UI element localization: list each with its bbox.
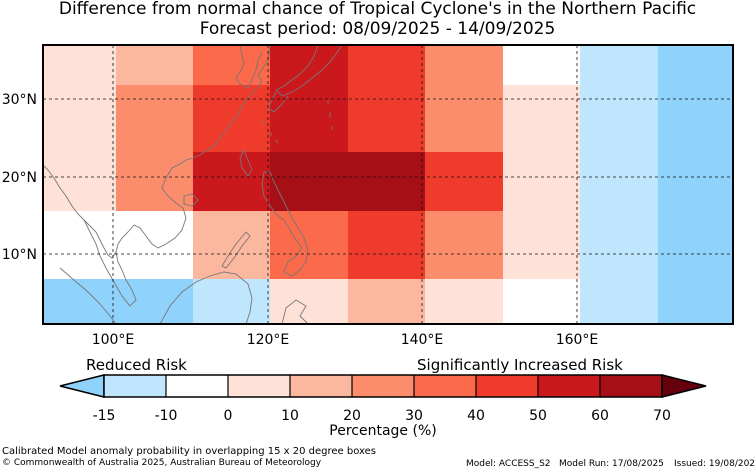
risk-box <box>193 279 270 324</box>
map-frame <box>42 44 734 325</box>
mariana-islands <box>327 100 333 130</box>
colorbar-extend-low <box>59 374 105 398</box>
colorbar-xlabel: Percentage (%) <box>329 423 436 439</box>
risk-box <box>43 279 193 324</box>
colorbar-segment <box>600 375 662 397</box>
malay-peninsula-coast <box>83 219 137 307</box>
risk-box <box>270 152 425 211</box>
risk-box <box>348 279 425 324</box>
colorbar-tick-label: -10 <box>155 408 178 424</box>
risk-box <box>425 85 503 152</box>
footer-model-run: Model Run: 17/08/2025 <box>559 459 664 469</box>
colorbar-extend-high <box>661 374 707 398</box>
gridlines <box>43 45 733 324</box>
asia-mainland-coast <box>43 45 271 259</box>
colorbar-segment <box>352 375 414 397</box>
lat-tick-label: 10°N <box>2 247 37 263</box>
colorbar-tick-label: 40 <box>467 408 485 424</box>
increased-risk-label: Significantly Increased Risk <box>417 356 623 374</box>
lon-tick-label: 120°E <box>247 332 290 348</box>
footer-note: Calibrated Model anomaly probability in … <box>2 446 377 457</box>
hainan-coast <box>183 193 199 207</box>
sumatra-coast <box>59 267 117 324</box>
colorbar-tick-label: 0 <box>224 408 233 424</box>
risk-box <box>503 45 580 85</box>
colorbar-segment <box>414 375 476 397</box>
risk-box <box>348 45 425 85</box>
risk-box <box>270 211 348 279</box>
colorbar-tick-label: 20 <box>343 408 361 424</box>
risk-box <box>193 152 270 211</box>
risk-box <box>270 85 348 152</box>
colorbar-tick-label: 10 <box>281 408 299 424</box>
risk-box <box>658 45 733 324</box>
risk-box <box>503 85 580 279</box>
footer-model: Model: ACCESS_S2 <box>466 459 551 469</box>
risk-grid <box>43 45 733 324</box>
colorbar-outline <box>103 374 663 398</box>
risk-box <box>425 211 503 279</box>
risk-box <box>43 45 116 211</box>
colorbar-segment <box>104 375 166 397</box>
risk-box <box>193 85 270 152</box>
taiwan-coast <box>239 148 253 177</box>
colorbar-tick-label: 60 <box>591 408 609 424</box>
footer-copyright: © Commonwealth of Australia 2025, Austra… <box>2 458 322 468</box>
lon-tick-label: 140°E <box>401 332 444 348</box>
colorbar-tick-label: 50 <box>529 408 547 424</box>
japan-coast <box>275 45 343 97</box>
risk-box <box>425 152 503 211</box>
ryukyu-islands <box>261 119 279 144</box>
sulawesi-coast <box>281 299 309 324</box>
colorbar-dividers <box>165 375 601 397</box>
colorbar-segment <box>166 375 228 397</box>
risk-box <box>193 45 270 85</box>
lat-tick-label: 20°N <box>2 170 37 186</box>
colorbar-tick-label: 70 <box>653 408 671 424</box>
borneo-coast <box>159 271 253 324</box>
philippines-coast <box>261 171 309 277</box>
colorbar-tick-label: 30 <box>405 408 423 424</box>
risk-box <box>270 279 348 324</box>
colorbar-segment <box>538 375 600 397</box>
palawan-coast <box>221 231 251 269</box>
lon-tick-label: 160°E <box>556 332 599 348</box>
risk-box <box>503 279 580 324</box>
lon-tick-label: 100°E <box>92 332 135 348</box>
chart-subtitle: Forecast period: 08/09/2025 - 14/09/2025 <box>199 19 556 39</box>
risk-box <box>116 45 193 85</box>
colorbar: -15 -10 0 10 20 30 40 50 60 70 Percentag… <box>59 374 707 439</box>
risk-box <box>348 85 425 152</box>
colorbar-segment <box>290 375 352 397</box>
risk-box <box>425 279 503 324</box>
colorbar-segment <box>228 375 290 397</box>
risk-box <box>425 45 503 85</box>
korea-coast <box>235 45 263 89</box>
colorbar-segment <box>476 375 538 397</box>
lat-tick-label: 30°N <box>2 92 37 108</box>
chart-title: Difference from normal chance of Tropica… <box>58 0 697 19</box>
risk-box <box>193 211 270 279</box>
risk-box <box>580 45 658 324</box>
risk-box <box>348 211 425 279</box>
colorbar-tick-label: -15 <box>93 408 116 424</box>
reduced-risk-label: Reduced Risk <box>86 356 187 374</box>
risk-box <box>116 85 193 211</box>
footer-issued: Issued: 19/08/2025 <box>674 459 755 469</box>
